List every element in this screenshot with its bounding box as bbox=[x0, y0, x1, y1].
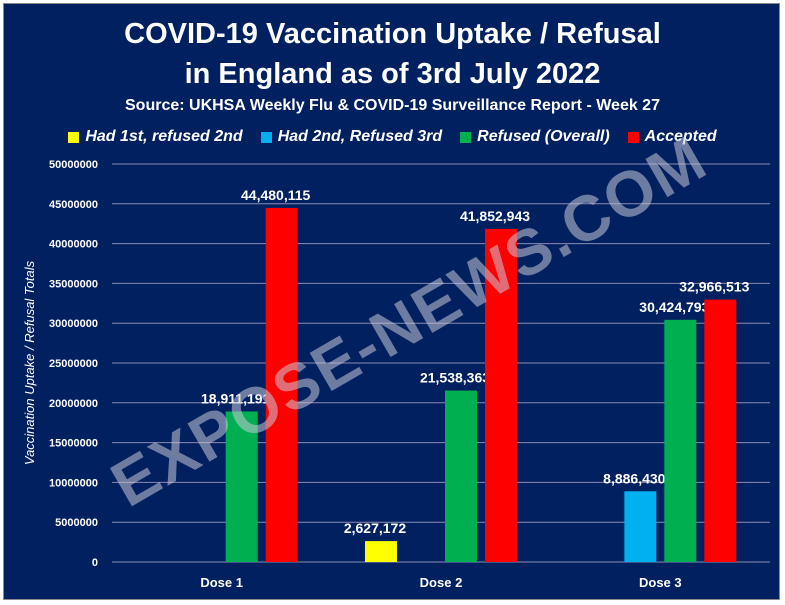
bar bbox=[624, 491, 657, 562]
bar bbox=[225, 411, 258, 562]
y-tick-label: 20000000 bbox=[49, 398, 98, 410]
y-tick-label: 5000000 bbox=[55, 517, 98, 529]
watermark-text: EXPOSE-NEWS.COM bbox=[99, 121, 718, 520]
data-label: 44,480,115 bbox=[241, 187, 311, 203]
legend-item-refused-overall: Refused (Overall) bbox=[460, 128, 610, 146]
y-axis-label: Vaccination Uptake / Refusal Totals bbox=[22, 260, 37, 465]
chart-title: COVID-19 Vaccination Uptake / Refusal bbox=[124, 18, 661, 50]
bar bbox=[265, 207, 298, 562]
legend-item-had-2nd-refused-3rd: Had 2nd, Refused 3rd bbox=[260, 128, 443, 146]
data-label: 41,852,943 bbox=[460, 208, 530, 224]
data-label: 2,627,172 bbox=[344, 520, 406, 536]
x-category-label: Dose 3 bbox=[639, 575, 682, 590]
bar bbox=[704, 299, 737, 562]
y-tick-label: 15000000 bbox=[49, 438, 98, 450]
legend-item-had-1st-refused-2nd: Had 1st, refused 2nd bbox=[68, 128, 243, 146]
legend: Had 1st, refused 2nd Had 2nd, Refused 3r… bbox=[0, 128, 785, 146]
y-tick-label: 10000000 bbox=[49, 477, 98, 489]
chart-title-line2: in England as of 3rd July 2022 bbox=[184, 58, 601, 90]
bar bbox=[485, 228, 517, 562]
data-label: 8,886,430 bbox=[603, 470, 665, 486]
data-label: 21,538,363 bbox=[420, 370, 490, 386]
data-label: 32,966,513 bbox=[679, 279, 749, 295]
y-tick-label: 30000000 bbox=[49, 318, 98, 330]
y-tick-label: 45000000 bbox=[49, 199, 98, 211]
y-tick-label: 40000000 bbox=[49, 239, 98, 251]
x-category-label: Dose 1 bbox=[200, 575, 243, 590]
legend-label: Accepted bbox=[644, 128, 717, 145]
bar bbox=[365, 541, 397, 562]
x-category-label: Dose 2 bbox=[420, 575, 463, 590]
legend-swatch bbox=[627, 131, 639, 143]
legend-label: Had 1st, refused 2nd bbox=[85, 128, 243, 145]
bar bbox=[445, 390, 477, 562]
legend-label: Refused (Overall) bbox=[477, 128, 610, 145]
y-tick-label: 25000000 bbox=[49, 358, 98, 370]
legend-label: Had 2nd, Refused 3rd bbox=[277, 128, 443, 145]
chart-subtitle: Source: UKHSA Weekly Flu & COVID-19 Surv… bbox=[125, 97, 660, 114]
data-label: 30,424,793 bbox=[639, 299, 709, 315]
legend-swatch bbox=[68, 131, 80, 143]
y-tick-label: 35000000 bbox=[49, 278, 98, 290]
bar bbox=[664, 319, 697, 562]
y-tick-label: 50000000 bbox=[49, 159, 98, 171]
y-tick-label: 0 bbox=[92, 557, 98, 569]
legend-item-accepted: Accepted bbox=[627, 128, 717, 146]
legend-swatch bbox=[260, 131, 272, 143]
legend-swatch bbox=[460, 131, 472, 143]
data-label: 18,911,191 bbox=[201, 390, 271, 406]
